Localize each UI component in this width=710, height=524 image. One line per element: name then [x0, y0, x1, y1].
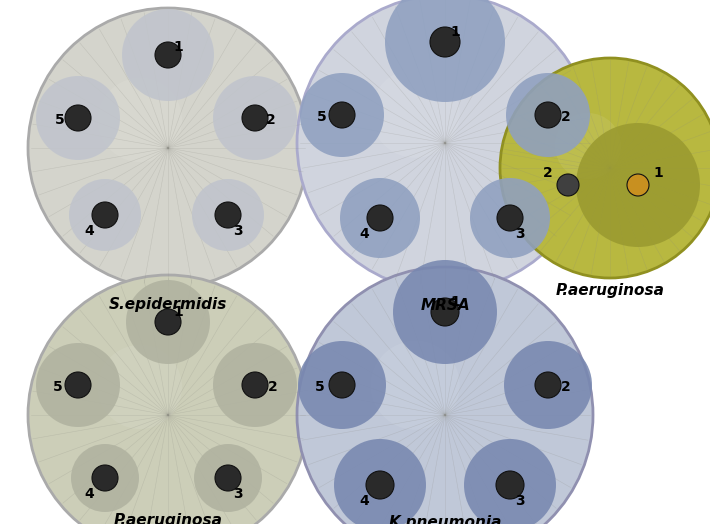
Text: 2: 2 — [268, 380, 278, 394]
Circle shape — [535, 372, 561, 398]
Circle shape — [297, 267, 593, 524]
Text: 1: 1 — [653, 166, 663, 180]
Circle shape — [194, 444, 262, 512]
Text: 4: 4 — [359, 494, 369, 508]
Text: 3: 3 — [515, 227, 525, 241]
Text: 1: 1 — [450, 25, 460, 39]
Circle shape — [300, 73, 384, 157]
Text: 5: 5 — [55, 113, 65, 127]
Text: 4: 4 — [84, 487, 94, 501]
Circle shape — [28, 8, 308, 288]
Text: P.aeruginosa: P.aeruginosa — [555, 282, 665, 298]
Text: 3: 3 — [515, 494, 525, 508]
Text: 1: 1 — [173, 40, 183, 54]
Circle shape — [98, 78, 182, 162]
Circle shape — [340, 178, 420, 258]
Circle shape — [242, 105, 268, 131]
Circle shape — [215, 465, 241, 491]
Circle shape — [71, 444, 139, 512]
Circle shape — [500, 58, 710, 278]
Circle shape — [496, 471, 524, 499]
Circle shape — [36, 343, 120, 427]
Text: P.aeruginosa: P.aeruginosa — [114, 512, 222, 524]
Circle shape — [213, 76, 297, 160]
Circle shape — [126, 280, 210, 364]
Circle shape — [504, 341, 592, 429]
Circle shape — [366, 471, 394, 499]
Circle shape — [65, 105, 91, 131]
Circle shape — [371, 341, 460, 430]
Text: 2: 2 — [543, 166, 553, 180]
Text: MRSA: MRSA — [420, 298, 470, 312]
Circle shape — [535, 102, 561, 128]
Circle shape — [393, 260, 497, 364]
Circle shape — [506, 73, 590, 157]
Circle shape — [192, 179, 264, 251]
Text: 2: 2 — [266, 113, 276, 127]
Text: 3: 3 — [233, 224, 243, 238]
Circle shape — [242, 372, 268, 398]
Text: 5: 5 — [315, 380, 325, 394]
Text: 1: 1 — [450, 295, 460, 309]
Circle shape — [298, 341, 386, 429]
Circle shape — [430, 27, 460, 57]
Circle shape — [627, 174, 649, 196]
Circle shape — [122, 9, 214, 101]
Circle shape — [28, 275, 308, 524]
Circle shape — [155, 309, 181, 335]
Circle shape — [385, 0, 505, 102]
Text: 2: 2 — [561, 110, 571, 124]
Circle shape — [431, 298, 459, 326]
Text: 4: 4 — [84, 224, 94, 238]
Text: 5: 5 — [317, 110, 327, 124]
Circle shape — [297, 0, 593, 291]
Circle shape — [367, 205, 393, 231]
Circle shape — [555, 113, 621, 179]
Text: S.epidermidis: S.epidermidis — [109, 298, 227, 312]
Text: 1: 1 — [173, 305, 183, 319]
Text: 4: 4 — [359, 227, 369, 241]
Circle shape — [497, 205, 523, 231]
Circle shape — [36, 76, 120, 160]
Circle shape — [329, 102, 355, 128]
Circle shape — [576, 123, 700, 247]
Circle shape — [98, 345, 182, 429]
Circle shape — [464, 439, 556, 524]
Circle shape — [65, 372, 91, 398]
Circle shape — [92, 465, 118, 491]
Circle shape — [371, 69, 460, 158]
Text: 2: 2 — [561, 380, 571, 394]
Text: 3: 3 — [233, 487, 243, 501]
Circle shape — [334, 439, 426, 524]
Circle shape — [557, 174, 579, 196]
Circle shape — [155, 42, 181, 68]
Circle shape — [92, 202, 118, 228]
Text: K.pneumonia: K.pneumonia — [388, 515, 502, 524]
Circle shape — [215, 202, 241, 228]
Circle shape — [213, 343, 297, 427]
Text: 5: 5 — [53, 380, 63, 394]
Circle shape — [470, 178, 550, 258]
Circle shape — [329, 372, 355, 398]
Circle shape — [69, 179, 141, 251]
